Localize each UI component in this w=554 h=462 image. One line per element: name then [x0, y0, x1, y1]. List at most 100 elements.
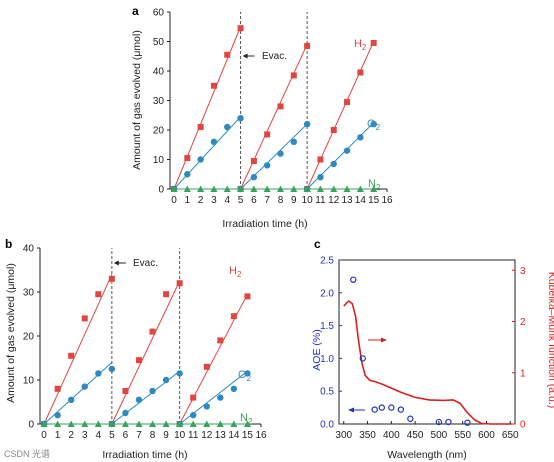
pa-n2-point: [330, 185, 338, 192]
pb-o2-fit-line: [111, 370, 180, 425]
pb-ytick-label: 40: [23, 244, 35, 255]
panel-a-evac-annotation: Evac.: [262, 51, 287, 62]
pa-ytick-label: 30: [153, 96, 165, 107]
pa-ytick-label: 60: [153, 8, 165, 19]
pb-xtick-label: 8: [150, 430, 156, 441]
pc-frame: [338, 259, 516, 425]
pc-ytick-left-label: 1.0: [320, 354, 334, 365]
pb-o2-fit-line: [43, 362, 113, 425]
panel-c-label: c: [314, 237, 321, 251]
pa-xtick-label: 2: [198, 195, 204, 206]
pa-o2-point: [370, 120, 377, 128]
pb-n2-point: [216, 420, 224, 427]
pb-n2-point: [243, 420, 251, 427]
pa-xtick-label: 0: [171, 195, 177, 206]
pa-xtick-label: 12: [328, 195, 340, 206]
pb-ytick-label: 20: [23, 332, 35, 343]
pb-o2-point: [190, 412, 197, 419]
pa-h2-point: [210, 82, 217, 89]
pa-o2-point: [357, 134, 364, 141]
pb-o2-point: [176, 370, 183, 377]
pb-h2-point: [108, 275, 115, 282]
pc-ytick-left-label: 0.5: [320, 387, 334, 398]
pa-o2-fit-line: [240, 123, 308, 190]
pb-o2-point: [149, 387, 156, 395]
pb-xtick-label: 4: [96, 430, 102, 441]
pb-xtick-label: 3: [82, 430, 88, 441]
pa-xtick-label: 3: [211, 195, 217, 206]
pc-ytick-left-label: 0.0: [320, 420, 334, 431]
pc-xtick-label: 350: [359, 430, 376, 441]
pc-ytick-right-label: 0: [520, 420, 526, 431]
panel-b-ylabel: Amount of gas evolved (μmol): [5, 263, 17, 403]
pc-aoe-point: [445, 418, 452, 426]
panel-c-ylabel-right: Kubelka–Munk function (a.u.): [546, 272, 554, 409]
pa-h2-fit-line: [240, 44, 308, 190]
pa-xtick-label: 9: [291, 195, 297, 206]
pb-n2-point: [189, 420, 197, 427]
panel-c-ylabel-left: AOE (%): [311, 329, 323, 370]
pb-o2-point: [203, 403, 210, 410]
pb-ytick-label: 10: [23, 376, 35, 387]
pc-aoe-point: [407, 415, 414, 422]
pa-o2-fit-line: [306, 122, 375, 190]
pb-xtick-label: 2: [68, 430, 74, 441]
pb-xtick-label: 9: [163, 430, 169, 441]
pc-ytick-left-label: 2.0: [320, 288, 334, 299]
pb-n2-legend-label: N2: [240, 412, 253, 426]
pa-o2-point: [250, 174, 258, 181]
pa-o2-point: [224, 123, 231, 131]
pb-o2-point: [81, 383, 88, 390]
pb-h2-point: [190, 394, 197, 401]
pb-h2-point: [68, 352, 75, 359]
pa-n2-point: [343, 185, 351, 192]
pb-h2-point: [203, 363, 210, 370]
pc-xtick-label: 400: [383, 430, 400, 441]
pc-xtick-label: 300: [335, 430, 352, 441]
pb-xtick-label: 0: [41, 430, 47, 441]
pa-h2-point: [224, 51, 231, 58]
pa-n2-point: [356, 185, 364, 192]
panel-b-evac-annotation: Evac.: [133, 258, 158, 269]
pb-h2-point: [95, 291, 102, 298]
pa-evac-arrowhead: [242, 53, 248, 59]
pa-h2-legend-label: H2: [354, 38, 367, 52]
pa-o2-point: [263, 162, 271, 169]
pb-n2-point: [81, 420, 89, 427]
pa-ytick-label: 0: [158, 185, 164, 196]
pc-aoe-point: [371, 406, 378, 413]
pa-xtick-label: 8: [278, 195, 284, 206]
pb-h2-point: [217, 337, 224, 344]
pb-xtick-label: 7: [136, 430, 142, 441]
panel-b-label: b: [5, 237, 12, 251]
pb-o2-point: [122, 409, 129, 417]
pa-ytick-label: 40: [153, 67, 165, 78]
pb-h2-point: [149, 328, 156, 335]
pb-o2-legend-label: O2: [238, 369, 252, 383]
pa-n2-point: [290, 185, 298, 192]
pb-h2-legend-label: H2: [229, 265, 242, 279]
pa-n2-point: [263, 185, 271, 192]
pb-h2-point: [122, 388, 129, 394]
panel-c-xlabel: Wavelength (nm): [387, 449, 467, 461]
pb-h2-point: [135, 357, 142, 364]
pa-n2-point: [316, 185, 324, 192]
pb-h2-point: [176, 280, 183, 287]
pb-ytick-label: 0: [28, 420, 34, 431]
pa-h2-point: [357, 69, 364, 76]
pb-n2-point: [203, 420, 211, 427]
pa-o2-point: [237, 115, 244, 122]
pa-h2-point: [184, 155, 191, 162]
panel-a-label: a: [132, 4, 139, 18]
pc-aoe-point: [378, 404, 386, 411]
pc-xtick-label: 650: [502, 430, 519, 441]
pb-h2-point: [81, 315, 88, 322]
pa-n2-legend-label: N2: [368, 178, 381, 192]
pa-h2-point: [344, 98, 351, 105]
pa-ytick-label: 50: [153, 37, 165, 48]
pc-km-curve: [343, 299, 511, 425]
pa-xtick-label: 13: [341, 195, 353, 206]
pb-xtick-label: 5: [109, 430, 115, 441]
pa-o2-fit-line: [173, 116, 241, 190]
